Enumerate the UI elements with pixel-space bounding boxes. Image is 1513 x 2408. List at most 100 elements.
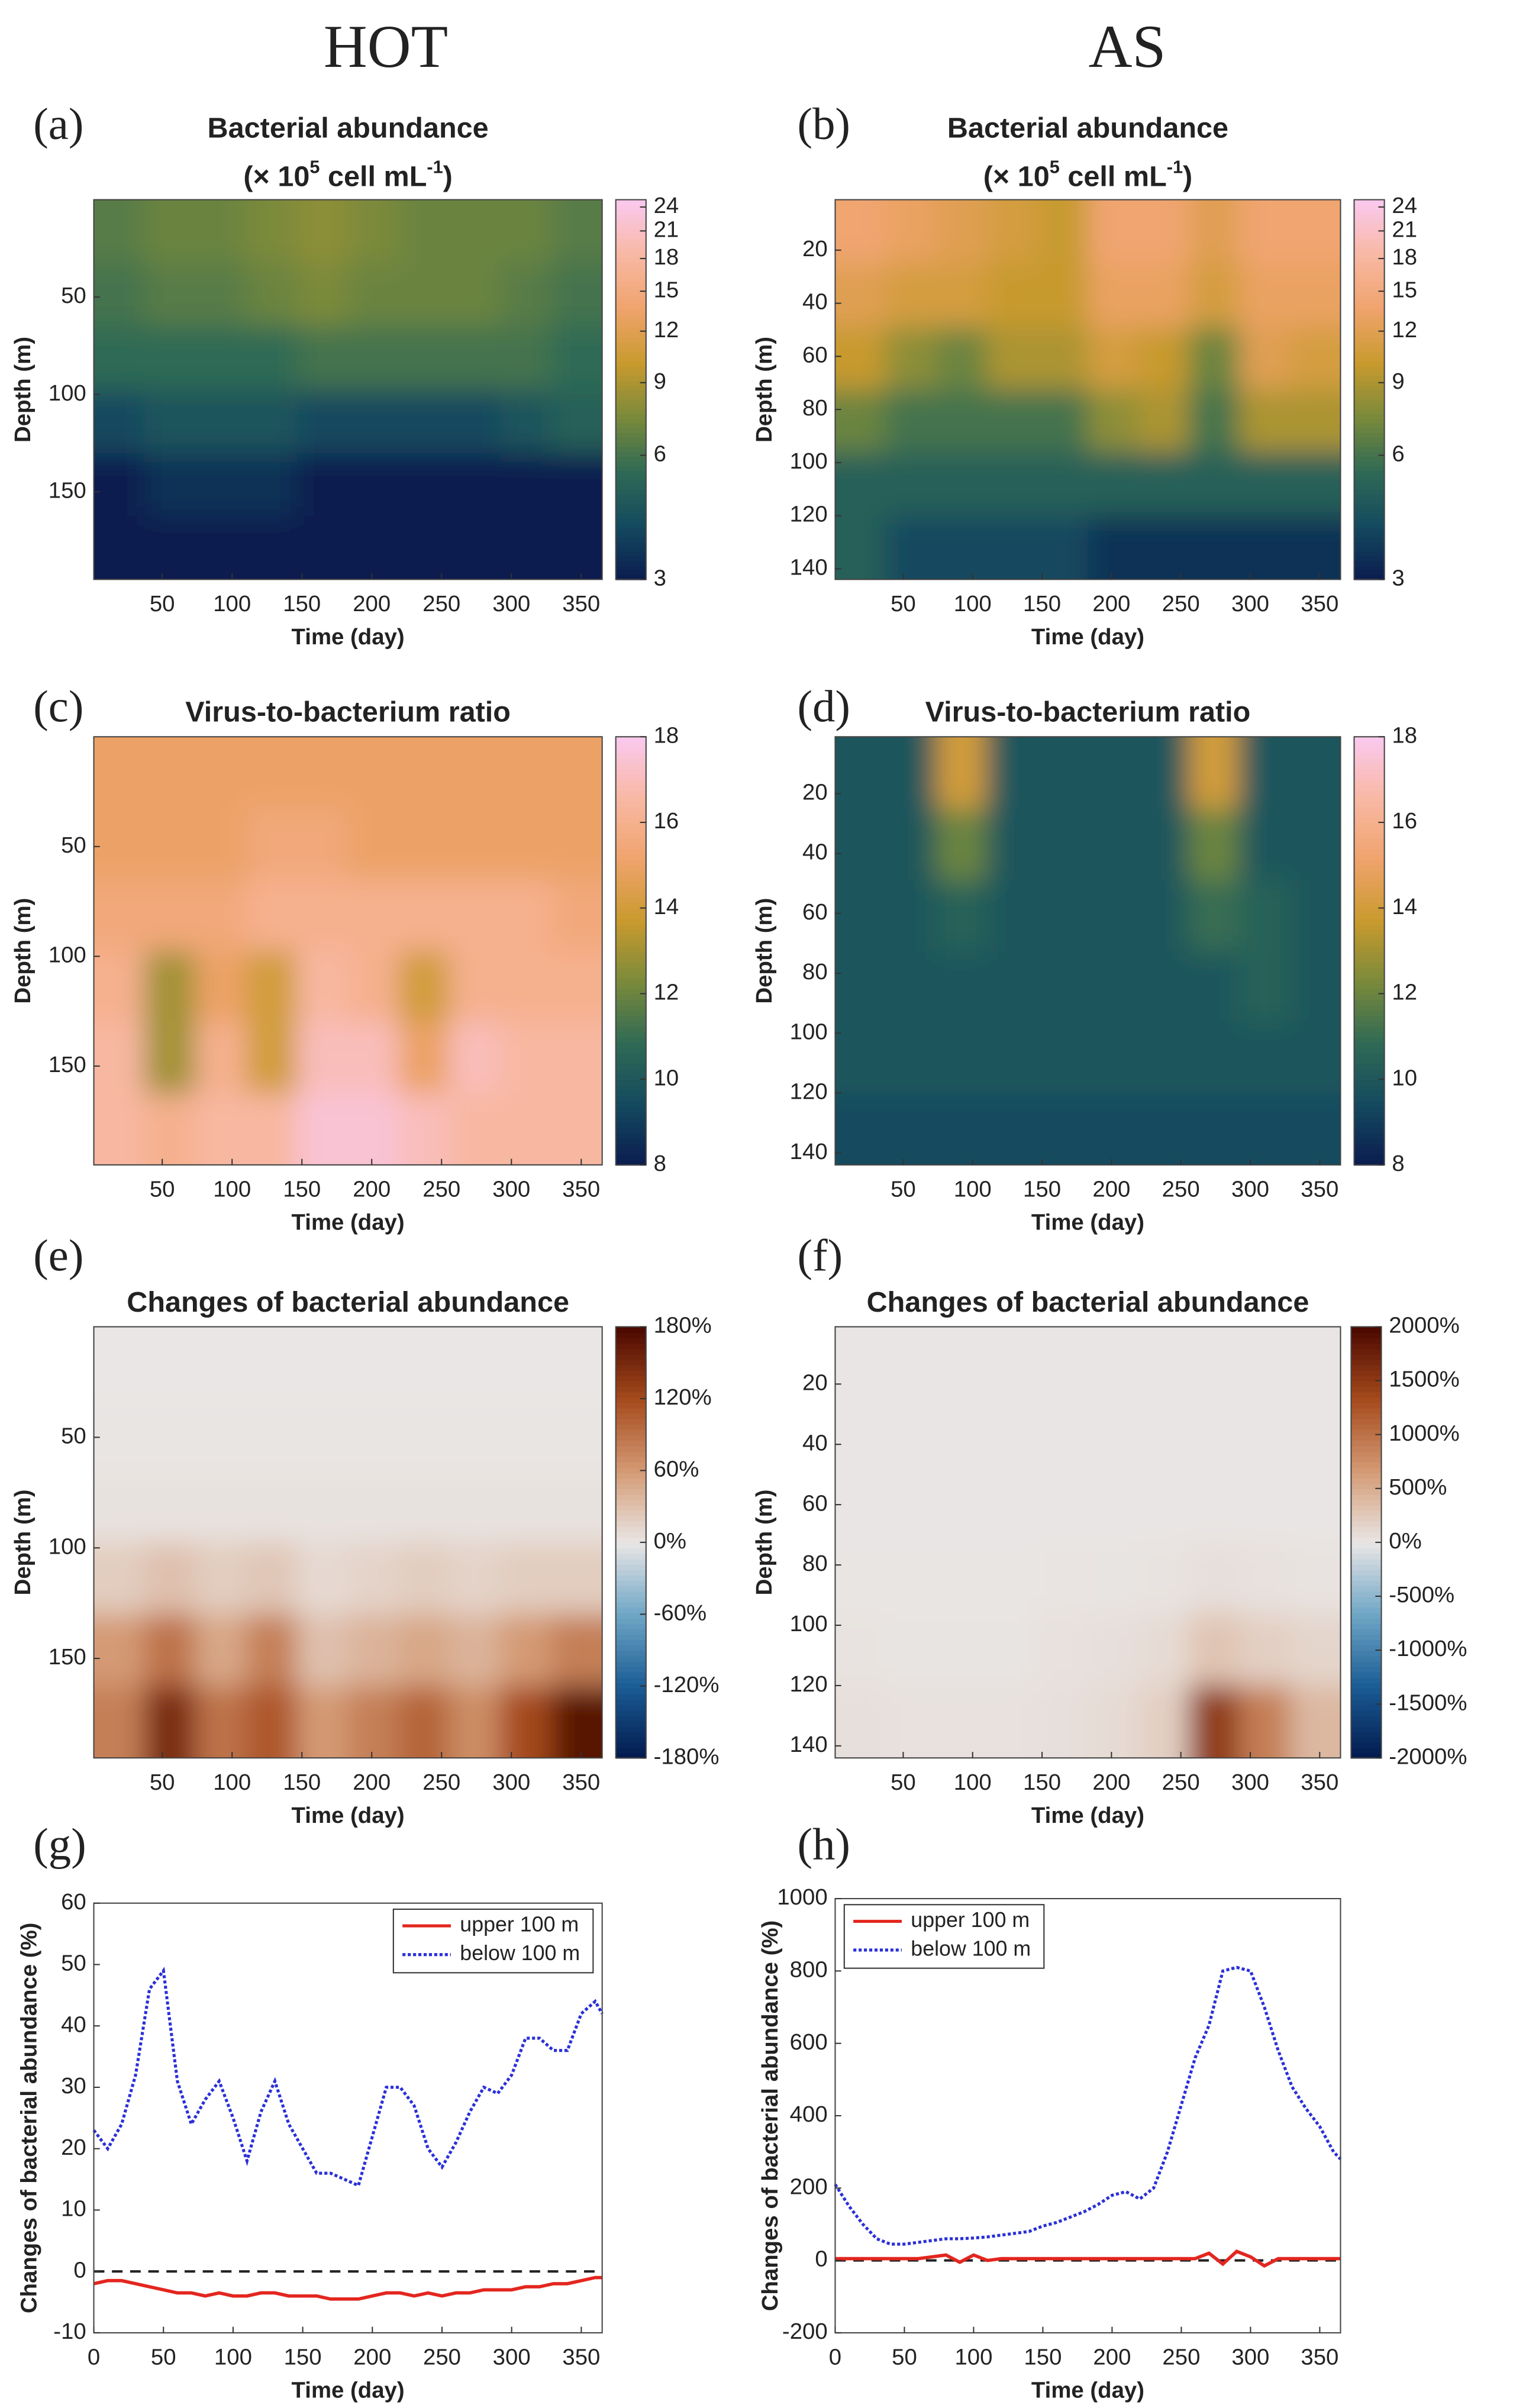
heatmap-cell <box>296 1686 349 1758</box>
colorbar-slice <box>615 233 646 238</box>
colorbar-slice <box>615 422 646 428</box>
axes-frame <box>93 1326 603 1759</box>
colorbar-slice <box>1354 988 1385 995</box>
heatmap-cell <box>835 1021 886 1094</box>
y-tick-label: 60 <box>802 342 828 367</box>
colorbar-slice <box>615 860 646 866</box>
heatmap-cell <box>1188 951 1240 1022</box>
colorbar-slice <box>615 437 646 443</box>
heatmap-cell <box>1289 1399 1341 1473</box>
heatmap-cell <box>1239 1542 1291 1614</box>
colorbar-slice <box>1354 261 1385 267</box>
panel-label: (f) <box>798 1231 843 1281</box>
colorbar-slice <box>615 237 646 244</box>
colorbar-slice <box>615 1693 646 1700</box>
colorbar-slice <box>1354 532 1385 538</box>
colorbar-slice <box>615 1736 646 1743</box>
heatmap-cell <box>144 389 196 454</box>
colorbar-slice <box>615 844 646 850</box>
x-tick-label: 100 <box>213 591 251 616</box>
heatmap-cell <box>1239 1093 1291 1165</box>
heatmap-cell <box>1239 1685 1291 1758</box>
colorbar-slice <box>1354 1116 1385 1123</box>
colorbar-slice <box>615 1348 646 1355</box>
x-tick-label: 150 <box>1023 1176 1061 1202</box>
colorbar-slice <box>1354 1106 1385 1112</box>
colorbar-slice <box>615 451 646 457</box>
colorbar-slice <box>1351 1558 1382 1565</box>
heatmap-cell <box>1137 1326 1189 1400</box>
colorbar-slice <box>615 1132 646 1139</box>
heatmap-clip <box>835 199 1341 580</box>
colorbar-slice <box>1354 1127 1385 1134</box>
colorbar-slice <box>615 380 646 386</box>
colorbar-slice <box>615 556 646 561</box>
y-tick-label: 100 <box>790 1611 828 1636</box>
x-tick-label: 200 <box>353 1770 391 1795</box>
colorbar-slice <box>1351 1574 1382 1581</box>
colorbar-slice <box>1354 1069 1385 1075</box>
heatmap-cell <box>144 737 196 809</box>
colorbar-slice <box>1354 242 1385 248</box>
colorbar-tick-label: 10 <box>1392 1065 1417 1090</box>
heatmap-cell <box>195 1542 247 1615</box>
colorbar-slice <box>615 1682 646 1689</box>
series-line <box>92 1967 604 2188</box>
colorbar-slice <box>615 1639 646 1646</box>
heatmap-cell <box>398 808 450 880</box>
y-tick-label: 20 <box>61 2135 86 2160</box>
colorbar-slice <box>615 934 646 941</box>
colorbar-slice <box>1354 956 1385 963</box>
colorbar-slice <box>615 1122 646 1128</box>
colorbar-tick-label: 9 <box>1392 369 1404 394</box>
colorbar-slice <box>1351 1510 1382 1516</box>
heatmap-cell <box>246 1470 298 1544</box>
colorbar-tick-label: -120% <box>654 1672 720 1697</box>
heatmap-cell <box>1289 389 1341 453</box>
colorbar-slice <box>1351 1590 1382 1597</box>
colorbar-slice <box>615 351 646 357</box>
colorbar-slice <box>615 779 646 786</box>
y-tick-label: 0 <box>73 2257 86 2283</box>
heatmap-cell <box>935 1399 988 1473</box>
heatmap-cell <box>551 199 602 264</box>
colorbar-slice <box>615 470 646 476</box>
colorbar-slice <box>615 1574 646 1581</box>
colorbar-slice <box>615 1084 646 1091</box>
heatmap-cell <box>93 1398 145 1471</box>
heatmap-cell <box>500 808 552 880</box>
colorbar-slice <box>1354 865 1385 871</box>
x-tick-label: 250 <box>1162 2344 1200 2370</box>
heatmap-cell <box>398 326 450 390</box>
heatmap-cell <box>1239 327 1291 390</box>
heatmap-cell <box>195 879 247 952</box>
colorbar-slice <box>615 828 646 834</box>
colorbar-tick-label: 24 <box>654 193 679 218</box>
x-tick-label: 250 <box>422 1770 460 1795</box>
colorbar-slice <box>615 1618 646 1624</box>
heatmap-clip <box>93 1326 602 1758</box>
colorbar-slice <box>1354 451 1385 457</box>
chart-title: Changes of bacterial abundance <box>127 1286 569 1318</box>
colorbar-slice <box>1354 790 1385 797</box>
heatmap-cell <box>1188 515 1240 580</box>
heatmap-cell <box>144 1022 196 1095</box>
colorbar-slice <box>615 275 646 282</box>
colorbar-slice <box>615 1154 646 1161</box>
colorbar-slice <box>1354 844 1385 850</box>
heatmap-cell <box>1289 880 1341 952</box>
heatmap-cell <box>1188 1471 1240 1544</box>
y-tick-label: 80 <box>802 395 828 421</box>
heatmap-cell <box>885 515 937 580</box>
heatmap-cell <box>986 1613 1038 1687</box>
colorbar-slice <box>615 228 646 234</box>
colorbar-slice <box>615 418 646 424</box>
heatmap-cell <box>500 1398 552 1471</box>
y-tick-label: 120 <box>790 1671 828 1697</box>
heatmap-cell <box>1188 389 1240 453</box>
colorbar-tick-label: 21 <box>1392 217 1417 242</box>
colorbar-slice <box>615 1521 646 1527</box>
heatmap-cell <box>1188 199 1240 264</box>
colorbar-slice <box>1354 1090 1385 1096</box>
heatmap-cell <box>348 1398 399 1471</box>
